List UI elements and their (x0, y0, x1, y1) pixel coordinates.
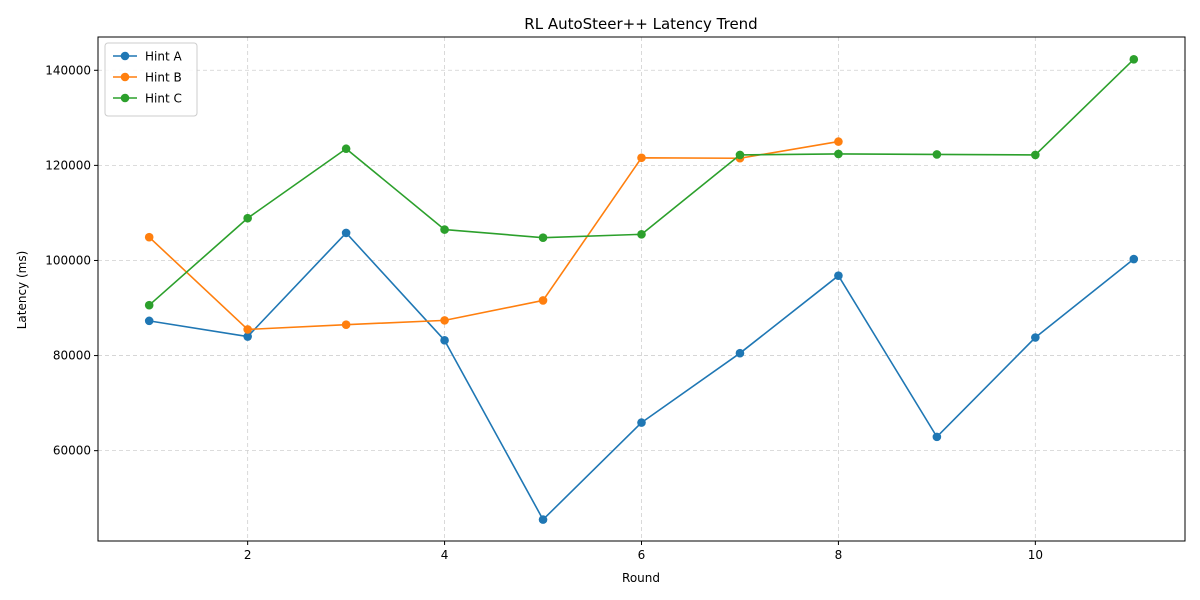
x-axis-label: Round (622, 571, 660, 585)
data-point (735, 348, 745, 358)
x-tick-label: 4 (441, 548, 449, 562)
legend-label: Hint B (145, 71, 182, 85)
data-point (1031, 150, 1040, 160)
data-point (932, 150, 942, 159)
data-point (243, 332, 252, 341)
legend-label: Hint A (145, 50, 182, 64)
grid-lines (98, 37, 1185, 541)
legend-marker (120, 72, 130, 82)
legend: Hint A Hint B Hint C (104, 42, 198, 117)
legend-label: Hint C (145, 92, 182, 106)
data-point (735, 150, 745, 160)
data-point (144, 232, 154, 242)
data-point (637, 418, 646, 427)
data-point (1129, 254, 1139, 264)
legend-item: Hint B (113, 71, 182, 85)
y-tick-label: 120000 (45, 158, 91, 172)
data-point (243, 325, 252, 334)
data-point (440, 316, 449, 325)
series-line (148, 140, 839, 331)
y-tick-label: 60000 (53, 444, 91, 458)
data-point (834, 149, 843, 159)
data-point (1129, 55, 1139, 64)
data-point (637, 230, 646, 239)
series-hint-a (144, 228, 1139, 524)
data-point (341, 320, 351, 329)
data-point (144, 316, 154, 326)
data-point (834, 137, 843, 146)
chart-title: RL AutoSteer++ Latency Trend (524, 15, 757, 33)
data-point (834, 271, 843, 280)
legend-marker (120, 93, 130, 103)
y-tick-label: 100000 (45, 253, 91, 267)
legend-item: Hint C (113, 92, 182, 106)
y-tick-label: 140000 (45, 63, 91, 77)
data-point (538, 296, 548, 305)
data-point (538, 233, 548, 242)
data-point (538, 515, 548, 524)
data-point (1031, 333, 1040, 342)
x-tick-label: 8 (835, 548, 843, 562)
data-point (144, 300, 154, 310)
legend-item: Hint A (113, 50, 182, 64)
axes: 2 4 6 8 10 60000 80000 100000 120000 140000 (45, 36, 1186, 562)
data-point (440, 225, 449, 234)
x-tick-label: 10 (1028, 548, 1043, 562)
data-point (932, 432, 942, 442)
data-point (341, 144, 351, 154)
y-axis-label: Latency (ms) (15, 251, 29, 330)
x-tick-label: 6 (638, 548, 646, 562)
series-hint-c (144, 55, 1139, 310)
legend-marker (120, 51, 130, 61)
data-point (440, 336, 449, 345)
series-layer (144, 55, 1139, 524)
data-point (341, 228, 351, 238)
x-tick-label: 2 (244, 548, 252, 562)
data-point (637, 153, 646, 163)
y-tick-label: 80000 (53, 349, 91, 363)
data-point (243, 213, 252, 223)
